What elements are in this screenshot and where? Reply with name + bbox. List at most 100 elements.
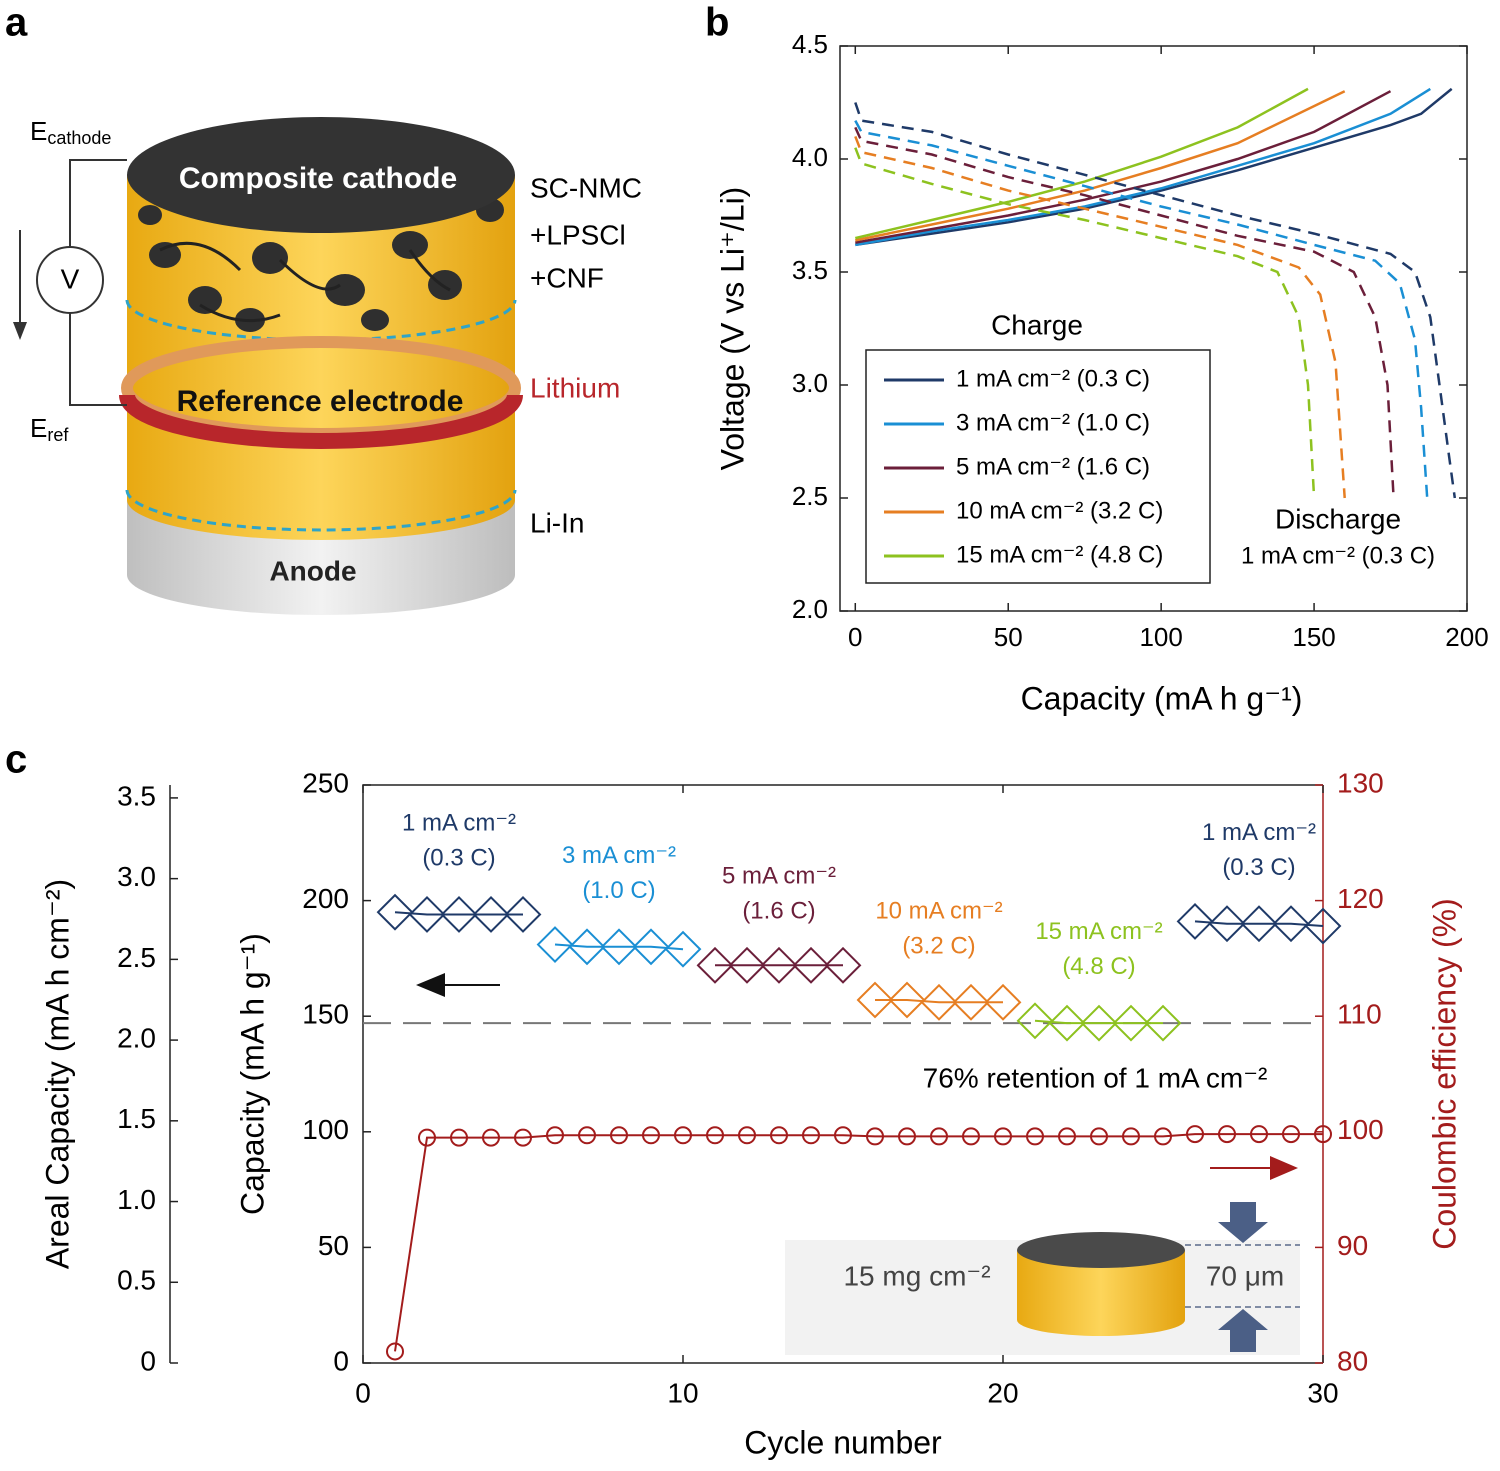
inset-label: 70 μm	[1206, 1260, 1284, 1291]
x-tick-label: 100	[1139, 622, 1182, 652]
charge-line	[855, 87, 1431, 247]
efficiency-marker	[866, 1127, 884, 1146]
areal-tick-label: 1.0	[117, 1184, 156, 1215]
y-tick-label: 50	[318, 1230, 349, 1261]
y-tick-label: 100	[302, 1114, 349, 1145]
y-tick-label: 2.0	[792, 594, 828, 624]
x-axis-label: Cycle number	[744, 1424, 942, 1460]
rate-label: (0.3 C)	[1222, 854, 1295, 881]
capacity-marker	[792, 946, 830, 984]
efficiency-marker	[674, 1126, 692, 1145]
axis-arrow-head	[1270, 1156, 1298, 1180]
cathode-top	[127, 117, 515, 233]
efficiency-marker	[386, 1342, 404, 1361]
efficiency-marker	[1154, 1127, 1172, 1146]
capacity-marker	[984, 983, 1022, 1021]
composition-label: +CNF	[530, 262, 604, 293]
efficiency-marker	[802, 1126, 820, 1145]
capacity-marker	[1112, 1004, 1150, 1042]
efficiency-marker	[642, 1126, 660, 1145]
capacity-marker	[760, 946, 798, 984]
efficiency-marker	[610, 1126, 628, 1145]
y2-tick-label: 110	[1337, 999, 1382, 1030]
y2-axis-label: Coulombic efficiency (%)	[1426, 898, 1462, 1250]
panel-label: a	[5, 1, 28, 45]
plot-frame	[362, 784, 1323, 1364]
composition-label: +LPSCl	[530, 219, 626, 250]
capacity-marker	[408, 896, 446, 933]
panel-label: b	[705, 1, 729, 45]
efficiency-marker	[578, 1126, 596, 1145]
y2-tick-label: 130	[1337, 767, 1384, 798]
series-line	[394, 911, 523, 916]
e-ref-label: Eref	[30, 413, 69, 445]
efficiency-marker	[1026, 1127, 1044, 1146]
x-tick-label: 10	[667, 1377, 698, 1408]
cathode-label: Composite cathode	[179, 162, 457, 195]
capacity-marker	[856, 981, 894, 1019]
capacity-marker	[1080, 1004, 1118, 1042]
voltmeter-label: V	[61, 263, 80, 294]
efficiency-marker	[1058, 1127, 1076, 1146]
annotation: 1 mA cm⁻² (0.3 C)	[1241, 542, 1435, 569]
fibers	[159, 241, 451, 323]
discharge-line	[854, 102, 1457, 499]
discharge-line	[854, 135, 1346, 499]
cell-diagram: V Ecathode Eref Composite cathode Refere…	[13, 116, 642, 615]
capacity-marker	[504, 896, 542, 933]
x-tick-label: 0	[355, 1377, 371, 1408]
capacity-marker	[824, 946, 862, 984]
y-tick-label: 4.0	[792, 142, 828, 172]
capacity-marker	[600, 928, 638, 966]
series-line	[554, 943, 684, 951]
efficiency-marker	[418, 1128, 436, 1147]
capacity-marker	[664, 930, 702, 968]
efficiency-marker	[1250, 1125, 1268, 1144]
y-tick-label: 2.5	[792, 481, 828, 511]
capacity-marker	[440, 896, 478, 933]
series-line	[394, 1133, 1323, 1352]
inset-label: 15 mg cm⁻²	[843, 1260, 990, 1291]
y-tick-label: 3.5	[792, 255, 828, 285]
annotation: Discharge	[1275, 503, 1401, 534]
x-tick-label: 20	[987, 1377, 1018, 1408]
areal-tick-label: 0	[140, 1345, 156, 1376]
interface-line	[125, 489, 517, 532]
y-axis-label: Voltage (V vs Li⁺/Li)	[714, 187, 750, 471]
capacity-marker	[1048, 1004, 1086, 1042]
e-cathode-label: Ecathode	[30, 116, 111, 148]
y2-tick-label: 100	[1337, 1114, 1384, 1145]
rate-label: (1.6 C)	[742, 898, 815, 925]
y2-tick-label: 90	[1337, 1230, 1368, 1261]
efficiency-marker	[770, 1126, 788, 1145]
efficiency-marker	[1282, 1125, 1300, 1144]
reference-label: Reference electrode	[177, 385, 464, 418]
efficiency-marker	[994, 1127, 1012, 1146]
charge-line	[855, 90, 1392, 244]
discharge-line	[854, 147, 1316, 499]
efficiency-marker	[1186, 1125, 1204, 1144]
inset-arrow	[1218, 1202, 1268, 1243]
efficiency-marker	[834, 1126, 852, 1145]
anode-label: Anode	[269, 555, 356, 586]
efficiency-marker	[962, 1127, 980, 1146]
legend-label: 5 mA cm⁻² (1.6 C)	[956, 453, 1150, 480]
efficiency-marker	[1218, 1125, 1236, 1144]
areal-tick-label: 3.0	[117, 861, 156, 892]
rate-label: 1 mA cm⁻²	[402, 810, 516, 837]
rate-label: 15 mA cm⁻²	[1035, 918, 1162, 945]
inset-cylinder-top	[1017, 1232, 1185, 1268]
legend-label: 1 mA cm⁻² (0.3 C)	[956, 365, 1150, 392]
plot-frame	[839, 45, 1468, 612]
rate-label: 1 mA cm⁻²	[1202, 819, 1316, 846]
capacity-marker	[1144, 1004, 1182, 1042]
x-tick-label: 30	[1307, 1377, 1338, 1408]
rate-label: (1.0 C)	[582, 877, 655, 904]
y-tick-label: 4.5	[792, 29, 828, 59]
efficiency-marker	[1314, 1125, 1332, 1144]
y-tick-label: 150	[302, 999, 349, 1030]
efficiency-marker	[1122, 1127, 1140, 1146]
efficiency-marker	[898, 1127, 916, 1146]
areal-tick-label: 3.5	[117, 780, 156, 811]
x-tick-label: 0	[848, 622, 862, 652]
